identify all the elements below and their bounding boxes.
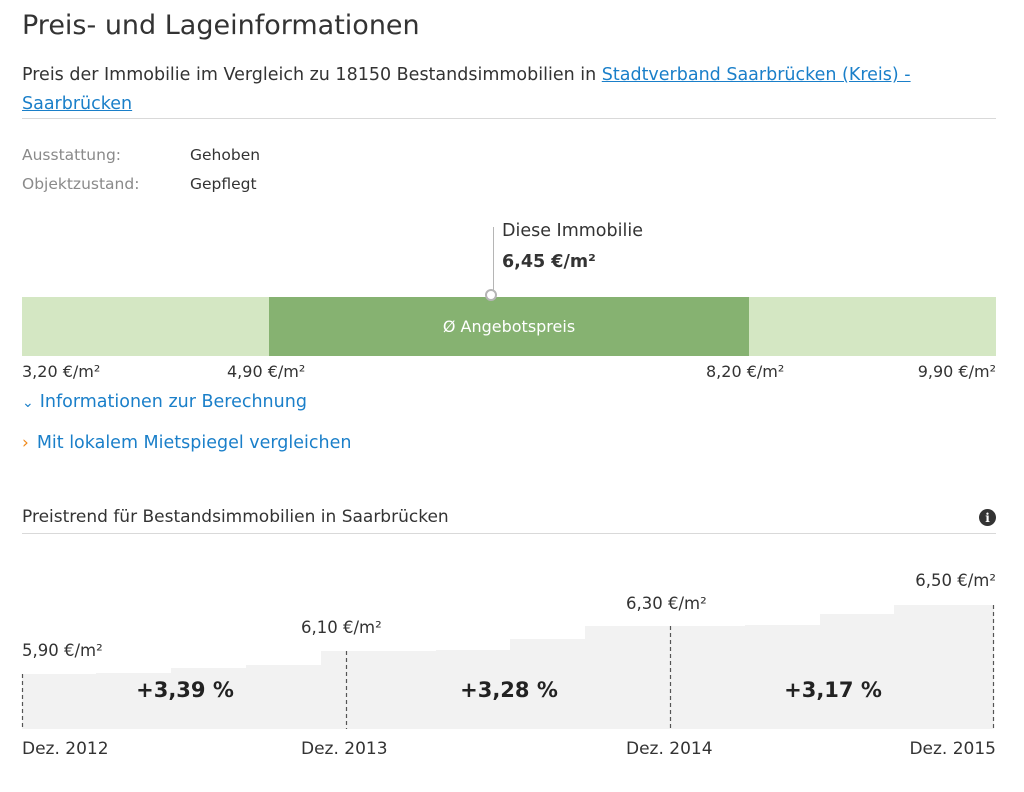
trend-divider (22, 533, 996, 534)
trend-price-2015: 6,50 €/m² (915, 571, 996, 590)
equipment-value: Gehoben (190, 146, 261, 164)
average-price-label: Ø Angebotspreis (442, 317, 576, 336)
price-tick-max: 9,90 €/m² (917, 362, 996, 381)
calculation-info-label: Informationen zur Berechnung (39, 392, 307, 412)
trend-year-2012: Dez. 2012 (22, 739, 109, 759)
price-tick-lower: 4,90 €/m² (227, 362, 306, 381)
trend-chart (21, 605, 995, 729)
compare-rent-index-label: Mit lokalem Mietspiegel vergleichen (36, 433, 352, 453)
trend-price-2014: 6,30 €/m² (626, 594, 707, 613)
average-price-band: Ø Angebotspreis (269, 297, 749, 356)
calculation-info-toggle[interactable]: ⌄ Informationen zur Berechnung (22, 392, 307, 412)
price-tick-upper: 8,20 €/m² (706, 362, 785, 381)
trend-change-2013: +3,39 % (136, 678, 234, 702)
comparison-description: Preis der Immobilie im Vergleich zu 1815… (22, 61, 982, 119)
trend-price-2012: 5,90 €/m² (22, 641, 103, 660)
compare-rent-index-link[interactable]: › Mit lokalem Mietspiegel vergleichen (22, 433, 351, 453)
property-marker-price: 6,45 €/m² (502, 252, 596, 272)
condition-label: Objektzustand: (22, 175, 140, 193)
location-link[interactable]: Stadtverband Saarbrücken (Kreis) - Saarb… (22, 65, 911, 114)
equipment-label: Ausstattung: (22, 146, 122, 164)
property-marker-label: Diese Immobilie (502, 221, 643, 241)
trend-area (22, 605, 994, 729)
chevron-down-icon: ⌄ (22, 395, 34, 411)
condition-value: Gepflegt (190, 175, 257, 193)
trend-year-2014: Dez. 2014 (626, 739, 713, 759)
property-marker-line (493, 227, 494, 297)
page-title: Preis- und Lageinformationen (22, 10, 420, 41)
comparison-text: Preis der Immobilie im Vergleich zu 1815… (22, 65, 602, 85)
trend-change-2015: +3,17 % (784, 678, 882, 702)
price-tick-min: 3,20 €/m² (22, 362, 101, 381)
trend-year-2015: Dez. 2015 (909, 739, 996, 759)
trend-title: Preistrend für Bestandsimmobilien in Saa… (22, 507, 449, 527)
property-marker-dot (485, 289, 497, 301)
trend-change-2014: +3,28 % (460, 678, 558, 702)
header-divider (22, 118, 996, 119)
trend-price-2013: 6,10 €/m² (301, 618, 382, 637)
chevron-right-icon: › (22, 433, 29, 453)
trend-year-2013: Dez. 2013 (301, 739, 388, 759)
info-icon[interactable]: i (979, 509, 996, 526)
